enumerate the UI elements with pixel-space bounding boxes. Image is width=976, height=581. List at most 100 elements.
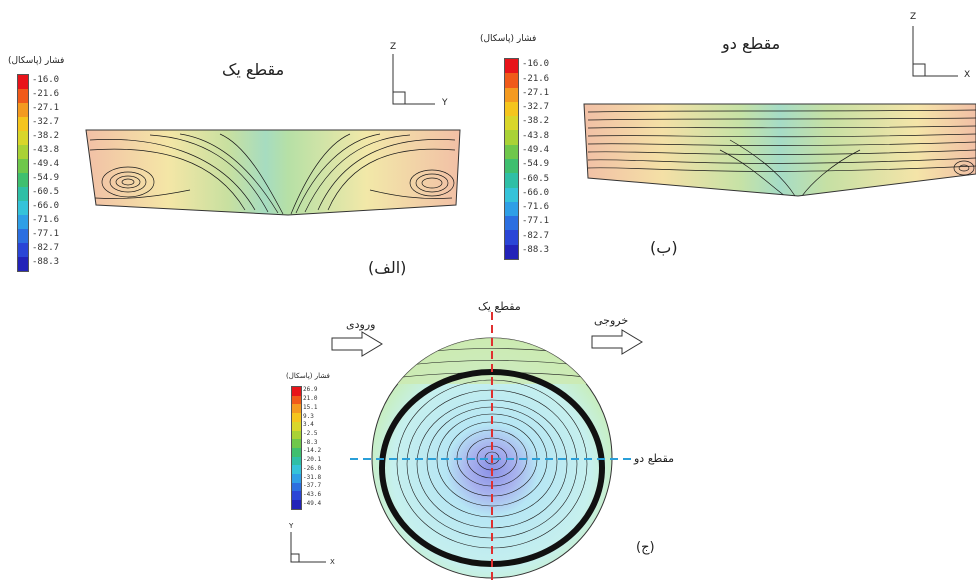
panel-a-caption: (الف) (368, 258, 407, 277)
color-swatch (505, 187, 518, 202)
panel-b-legend-title: فشار (پاسکال) (480, 34, 537, 44)
color-swatch (505, 201, 518, 217)
panel-c-axis-triad: Y X (286, 522, 346, 568)
legend-tick-label: -20.1 (303, 456, 322, 464)
section-two-label: مقطع دو (634, 452, 675, 465)
color-swatch (505, 59, 518, 74)
legend-tick-label: -49.4 (32, 159, 60, 170)
panel-a-axis-y: Y (442, 98, 448, 108)
legend-tick-label: -32.7 (522, 102, 550, 113)
color-swatch (18, 243, 28, 257)
legend-tick-label: -60.5 (32, 187, 60, 198)
legend-tick-label: -21.6 (32, 89, 60, 100)
legend-tick-label: -21.6 (522, 73, 550, 84)
legend-tick-label: -8.3 (303, 438, 318, 446)
color-swatch (505, 158, 518, 174)
color-swatch (505, 244, 518, 259)
panel-c-color-bar (291, 386, 302, 510)
inlet-arrow-icon (331, 331, 383, 357)
color-swatch (505, 101, 518, 117)
legend-tick-label: -38.2 (32, 131, 60, 142)
panel-b-flow-section (583, 103, 976, 197)
legend-tick-label: -27.1 (522, 87, 550, 98)
color-swatch (18, 89, 28, 103)
color-swatch (18, 173, 28, 187)
legend-tick-label: -82.7 (32, 243, 60, 254)
legend-tick-label: -31.8 (303, 473, 322, 481)
legend-tick-label: -88.3 (32, 257, 60, 268)
panel-b-color-bar (504, 58, 519, 260)
legend-tick-label: -71.6 (522, 202, 550, 213)
color-swatch (18, 215, 28, 229)
legend-tick-label: -14.2 (303, 447, 322, 455)
legend-tick-label: -82.7 (522, 230, 550, 241)
legend-tick-label: -60.5 (522, 173, 550, 184)
outlet-arrow-icon (591, 329, 643, 355)
legend-tick-label: -66.0 (32, 201, 60, 212)
panel-c-legend-title: فشار (پاسکال) (286, 372, 330, 380)
color-swatch (505, 87, 518, 102)
color-swatch (18, 131, 28, 145)
panel-a-flow-section (85, 129, 461, 216)
color-swatch (18, 145, 28, 159)
color-swatch (18, 257, 28, 271)
legend-tick-label: -27.1 (32, 103, 60, 114)
color-swatch (292, 413, 301, 422)
color-swatch (18, 229, 28, 243)
panel-b: فشار (پاسکال) -16.0 -21.6 -27.1 -32.7 -38.2 -… (480, 0, 976, 290)
color-swatch (292, 500, 301, 509)
panel-a-color-bar (17, 74, 29, 272)
color-swatch (292, 482, 301, 492)
color-swatch (505, 230, 518, 245)
color-swatch (18, 201, 28, 215)
color-swatch (292, 387, 301, 396)
panel-c-caption: (ج) (636, 540, 655, 555)
legend-tick-label: -16.0 (522, 59, 550, 70)
panel-a-axis-z: Z (390, 42, 397, 52)
color-swatch (292, 404, 301, 414)
color-swatch (292, 421, 301, 431)
color-swatch (292, 447, 301, 457)
color-swatch (18, 159, 28, 173)
color-swatch (18, 187, 28, 201)
panel-b-axis-x: X (964, 70, 971, 80)
panel-a-axis-triad: Z Y (380, 42, 460, 110)
legend-tick-label: 21.0 (303, 395, 318, 403)
legend-tick-label: -38.2 (522, 116, 550, 127)
legend-tick-label: -71.6 (32, 215, 60, 226)
legend-tick-label: -77.1 (32, 229, 60, 240)
legend-tick-label: -43.6 (303, 491, 322, 499)
section-one-label: مقطع یک (478, 300, 521, 313)
legend-tick-label: -43.8 (32, 145, 60, 156)
color-swatch (292, 456, 301, 466)
color-swatch (18, 117, 28, 131)
color-swatch (292, 395, 301, 405)
panel-c-plan-view (331, 312, 643, 581)
color-swatch (505, 216, 518, 231)
color-swatch (292, 430, 301, 440)
panel-b-caption: (ب) (650, 238, 678, 257)
color-swatch (292, 474, 301, 483)
outlet-label: خروجی (594, 314, 629, 327)
panel-c-axis-y: Y (289, 522, 294, 530)
legend-tick-label: -77.1 (522, 216, 550, 227)
color-swatch (505, 73, 518, 88)
legend-tick-label: -26.0 (303, 464, 322, 472)
legend-tick-label: -66.0 (522, 187, 550, 198)
panel-a-legend-title: فشار (پاسکال) (8, 56, 65, 66)
inlet-label: ورودی (346, 318, 376, 331)
legend-tick-label: -49.4 (522, 145, 550, 155)
color-swatch (505, 116, 518, 131)
panel-c-axis-x: X (330, 558, 335, 566)
legend-tick-label: -16.0 (32, 75, 60, 86)
legend-tick-label: -32.7 (32, 117, 60, 128)
legend-tick-label: -54.9 (522, 159, 550, 170)
color-swatch (505, 173, 518, 188)
color-swatch (292, 491, 301, 501)
color-swatch (18, 75, 28, 89)
color-swatch (292, 465, 301, 475)
legend-tick-label: -43.8 (522, 130, 550, 141)
legend-tick-label: -37.7 (303, 482, 322, 490)
color-swatch (505, 144, 518, 159)
color-swatch (292, 439, 301, 448)
